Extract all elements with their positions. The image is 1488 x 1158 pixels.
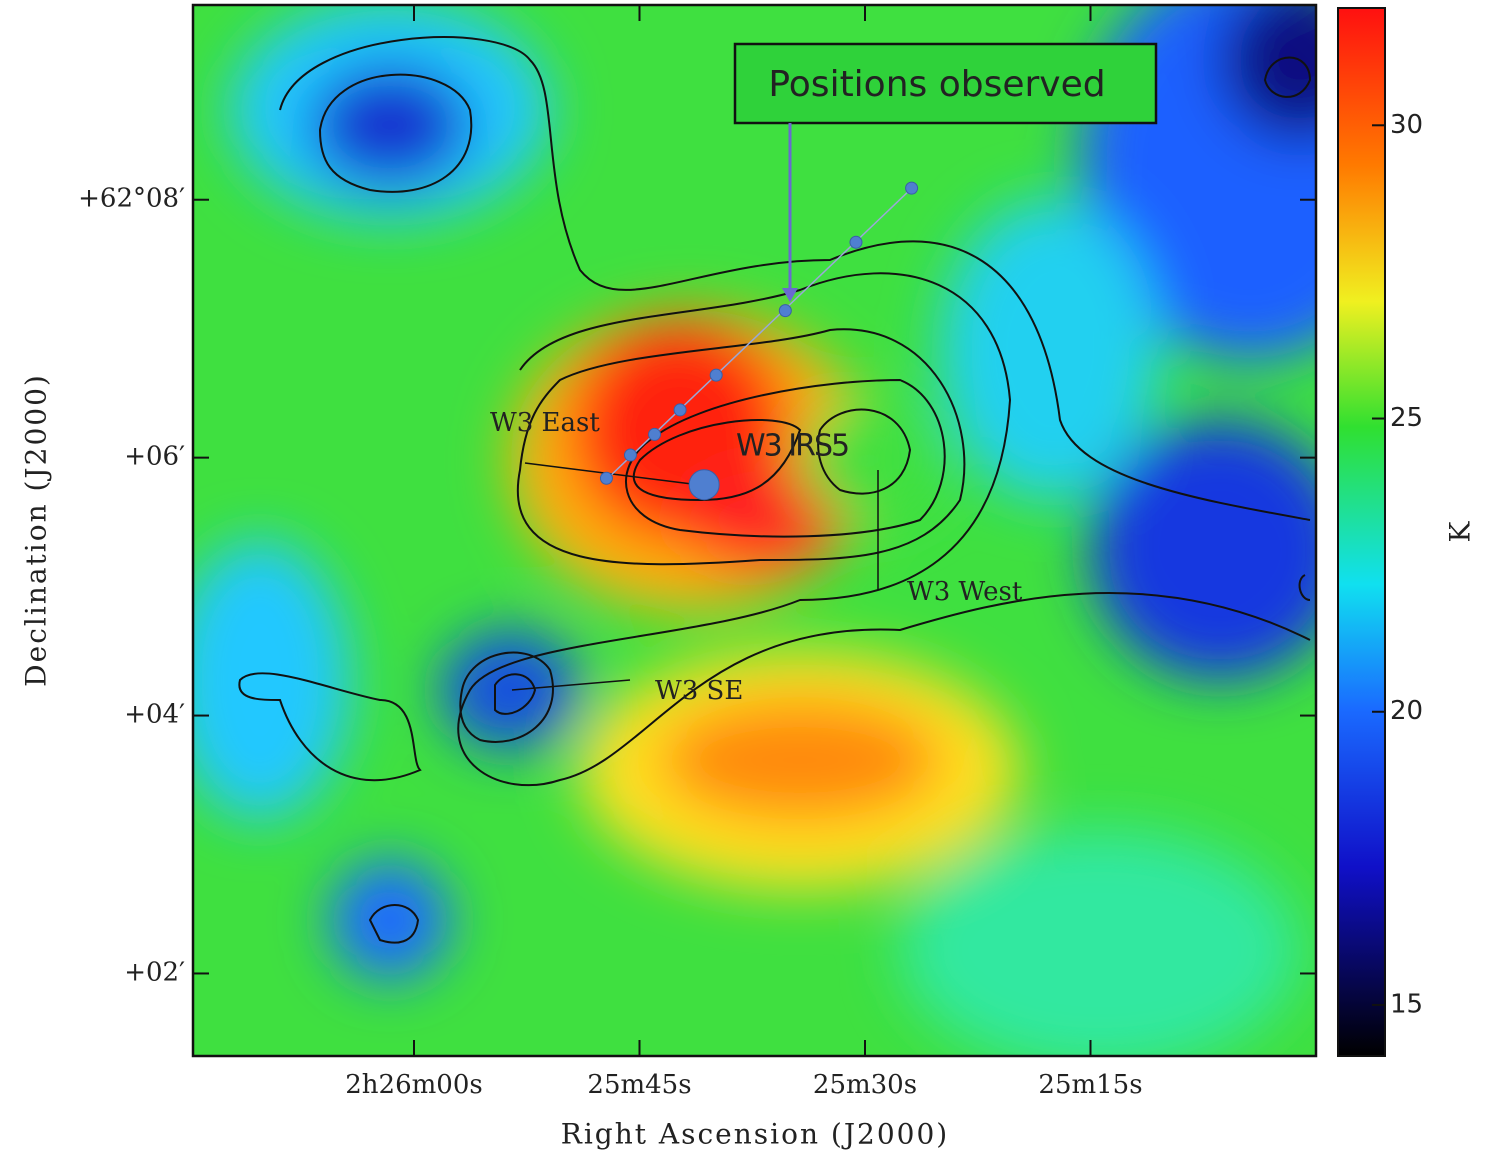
colorbar xyxy=(1338,8,1385,1056)
annotation: Positions observed xyxy=(768,64,1105,105)
point xyxy=(600,472,612,484)
point xyxy=(710,369,722,381)
point xyxy=(689,470,719,500)
point xyxy=(624,449,636,461)
colorbar-tick-label: 20 xyxy=(1390,696,1423,726)
y-tick-label: +02′ xyxy=(124,957,185,987)
colorbar-tick-label: 25 xyxy=(1390,403,1423,433)
y-tick-label: +04′ xyxy=(124,700,185,730)
colorbar-tick-label: 30 xyxy=(1390,110,1423,140)
x-tick-label: 25m30s xyxy=(813,1070,917,1100)
x-tick-label: 25m45s xyxy=(587,1070,691,1100)
colorbar-tick-label: 15 xyxy=(1390,989,1423,1019)
chart: W3 East W3 IRS5 W3 West W3 SE Positions … xyxy=(0,0,1488,1154)
point xyxy=(779,305,791,317)
annotation: W3 West xyxy=(907,577,1023,607)
x-tick-label: 25m15s xyxy=(1038,1070,1142,1100)
x-tick-label: 2h26m00s xyxy=(345,1070,482,1100)
colorbar-label: K xyxy=(1444,520,1477,542)
point xyxy=(649,428,661,440)
heatmap xyxy=(170,0,1420,1070)
point xyxy=(906,182,918,194)
annotation: W3 East xyxy=(490,408,600,438)
y-tick-label: +62°08′ xyxy=(78,184,185,214)
x-axis-label: Right Ascension (J2000) xyxy=(561,1118,949,1151)
y-tick-label: +06′ xyxy=(124,442,185,472)
annotation: W3 SE xyxy=(655,676,743,706)
point xyxy=(674,404,686,416)
y-axis-label: Declination (J2000) xyxy=(20,373,53,687)
point xyxy=(850,236,862,248)
annotation: W3 IRS5 xyxy=(736,429,848,464)
